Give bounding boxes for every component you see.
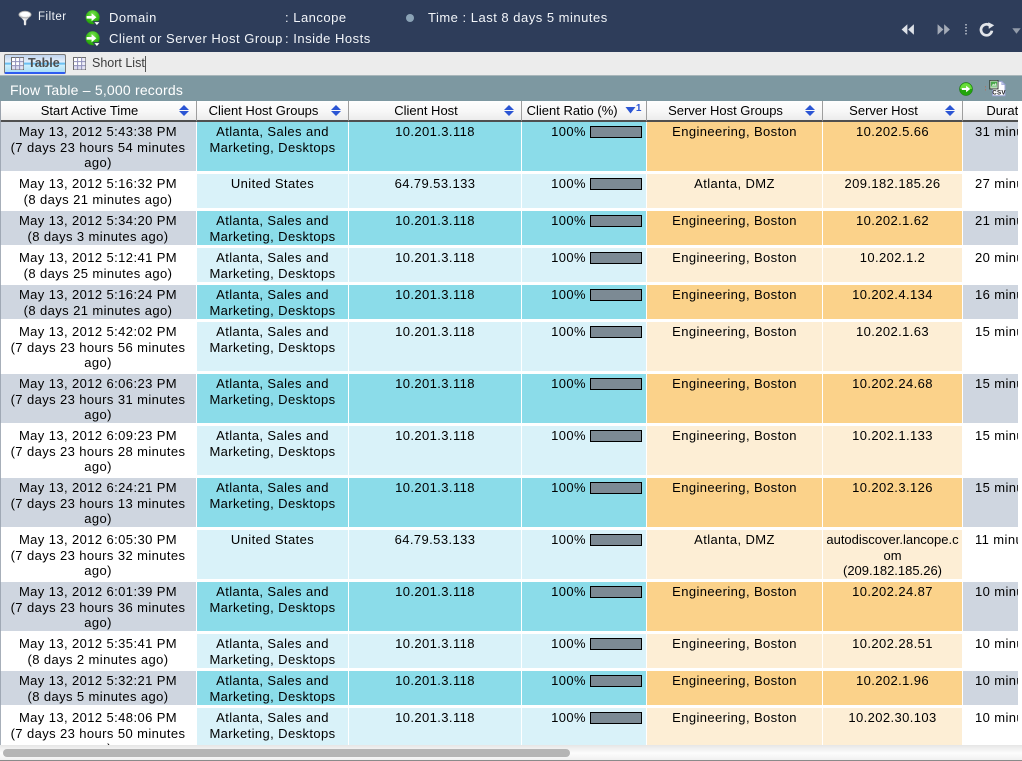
svg-text:CSV: CSV bbox=[992, 90, 1006, 97]
